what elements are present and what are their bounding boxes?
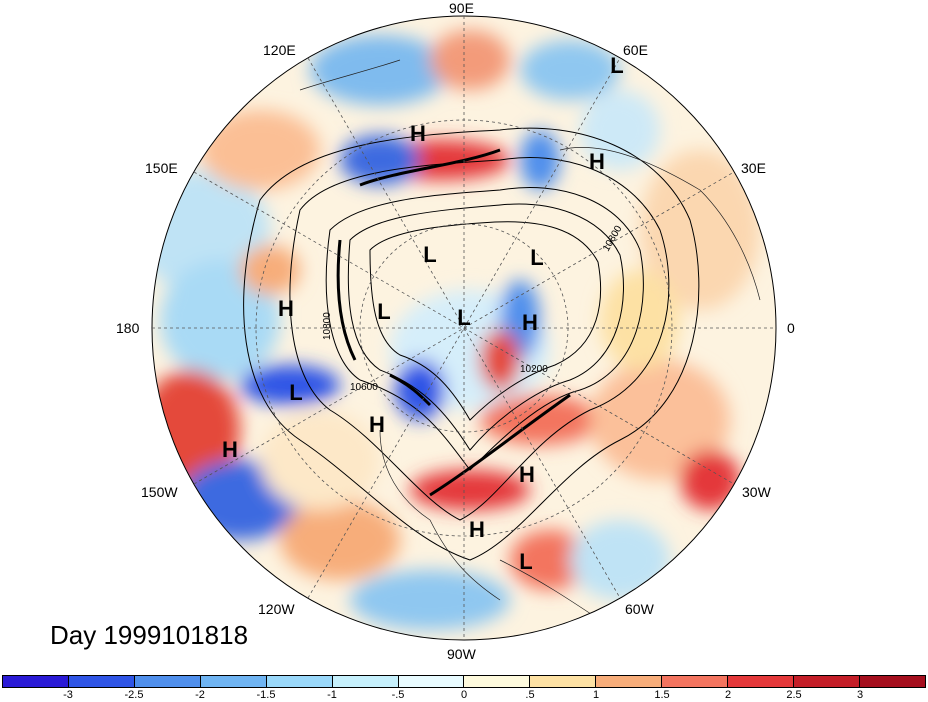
- contour-label: 10200: [520, 364, 548, 375]
- lon-label-60e: 60E: [623, 42, 648, 58]
- colorbar-tick-label: 3: [856, 689, 864, 701]
- lon-label-60w: 60W: [625, 601, 654, 617]
- graticule: [152, 16, 776, 640]
- lon-label-0: 0: [787, 320, 795, 336]
- colorbar-swatch: [134, 676, 201, 687]
- colorbar-tick-label: 2: [724, 689, 732, 701]
- lon-label-30w: 30W: [742, 484, 771, 500]
- colorbar-swatch: [464, 676, 531, 687]
- pressure-high-marker: H: [369, 412, 385, 437]
- colorbar-tick-label: -2: [195, 689, 205, 701]
- lon-label-120e: 120E: [263, 42, 296, 58]
- pressure-high-marker: H: [278, 296, 294, 321]
- pressure-high-marker: H: [222, 437, 238, 462]
- colorbar-swatch: [332, 676, 399, 687]
- colorbar-tick-label: 1.5: [654, 689, 670, 701]
- colorbar-tick-label: -1: [327, 689, 337, 701]
- colorbar-swatch: [530, 676, 597, 687]
- colorbar-swatch: [596, 676, 663, 687]
- pressure-low-marker: L: [519, 549, 533, 574]
- pressure-high-marker: H: [519, 462, 535, 487]
- pressure-high-marker: H: [522, 310, 538, 335]
- colorbar-swatch: [728, 676, 795, 687]
- colorbar-tick-label: -.5: [391, 689, 405, 701]
- lon-label-120w: 120W: [258, 601, 295, 617]
- colorbar-tick-label: -3: [63, 689, 73, 701]
- pressure-low-marker: L: [289, 380, 303, 405]
- colorbar-swatch: [398, 676, 465, 687]
- colorbar-swatch: [68, 676, 135, 687]
- colorbar-tick-label: -2.5: [124, 689, 144, 701]
- pressure-low-marker: L: [610, 53, 624, 78]
- day-label: Day 1999101818: [50, 620, 249, 650]
- colorbar-swatch: [794, 676, 860, 687]
- colorbar-swatch: [859, 676, 925, 687]
- colorbar-tick-label: 2.5: [786, 689, 802, 701]
- colorbar-swatch: [200, 676, 267, 687]
- pressure-low-marker: L: [423, 242, 437, 267]
- colorbar-tick-label: 1: [592, 689, 600, 701]
- pressure-low-marker: L: [457, 305, 471, 330]
- colorbar-tick-label: -1.5: [256, 689, 276, 701]
- contour-label: 10600: [350, 382, 378, 393]
- pressure-low-marker: L: [530, 245, 544, 270]
- colorbar-swatch: [266, 676, 333, 687]
- colorbar-tick-label: .5: [525, 689, 535, 701]
- pressure-high-marker: H: [589, 149, 605, 174]
- lon-label-180: 180: [116, 320, 140, 336]
- lon-label-150e: 150E: [145, 160, 178, 176]
- lon-label-150w: 150W: [141, 484, 178, 500]
- colorbar-tick-label: 0: [460, 689, 468, 701]
- pressure-high-marker: H: [410, 121, 426, 146]
- pressure-low-marker: L: [377, 299, 391, 324]
- colorbar-swatch: [662, 676, 729, 687]
- contour-label: 10800: [322, 312, 333, 340]
- lon-label-90w: 90W: [447, 646, 476, 662]
- colorbar-swatch: [3, 676, 69, 687]
- lon-label-30e: 30E: [741, 160, 766, 176]
- pressure-high-marker: H: [469, 517, 485, 542]
- colorbar: [2, 675, 926, 688]
- lon-label-90e: 90E: [449, 0, 474, 16]
